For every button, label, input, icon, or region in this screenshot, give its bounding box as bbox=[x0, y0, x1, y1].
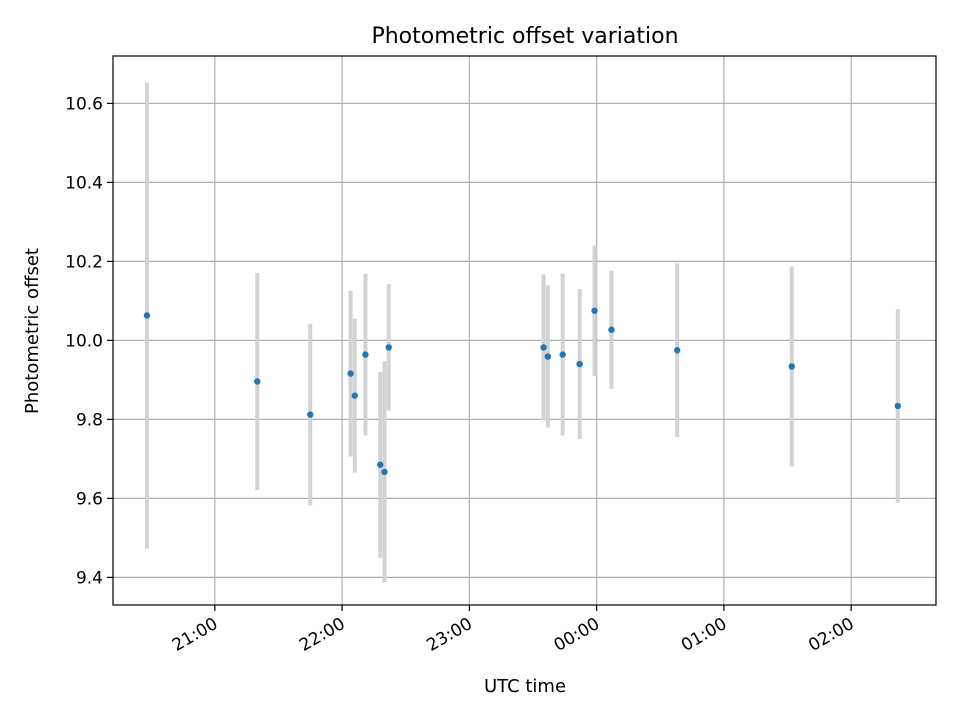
y-tick-label: 10.4 bbox=[65, 173, 103, 193]
data-points bbox=[143, 307, 902, 476]
data-point bbox=[788, 363, 795, 370]
data-point bbox=[347, 370, 354, 377]
data-point bbox=[540, 344, 547, 351]
data-point bbox=[608, 326, 615, 333]
x-tick-label: 02:00 bbox=[805, 614, 857, 656]
y-tick-label: 10.0 bbox=[65, 331, 103, 351]
data-point bbox=[576, 360, 583, 368]
data-point bbox=[894, 402, 902, 410]
plot-background bbox=[113, 56, 936, 605]
data-point bbox=[307, 411, 314, 418]
data-point bbox=[559, 351, 566, 358]
data-point bbox=[351, 392, 359, 399]
chart-title: Photometric offset variation bbox=[371, 24, 678, 49]
data-point bbox=[591, 307, 598, 314]
data-point bbox=[381, 468, 388, 476]
y-tick-label: 9.8 bbox=[76, 410, 103, 430]
x-axis-label: UTC time bbox=[484, 676, 566, 697]
y-tick-label: 10.2 bbox=[65, 252, 103, 272]
y-tick-label: 10.6 bbox=[65, 94, 103, 114]
y-axis: 9.4 9.6 9.8 10.0 10.2 10.4 10.6 bbox=[65, 94, 113, 588]
grid bbox=[113, 56, 936, 605]
y-tick-label: 9.6 bbox=[76, 489, 103, 509]
x-tick-label: 00:00 bbox=[551, 614, 603, 656]
y-tick-label: 9.4 bbox=[76, 568, 103, 588]
y-axis-label: Photometric offset bbox=[22, 248, 43, 414]
data-point bbox=[377, 461, 384, 468]
x-tick-label: 21:00 bbox=[169, 614, 221, 656]
x-axis: 21:00 22:00 23:00 00:00 01:00 02:00 bbox=[169, 605, 858, 656]
x-tick-label: 23:00 bbox=[423, 614, 475, 656]
x-tick-label: 22:00 bbox=[296, 614, 348, 656]
plot-frame bbox=[112, 55, 937, 606]
data-point bbox=[544, 353, 552, 360]
x-tick-label: 01:00 bbox=[678, 614, 730, 656]
data-point bbox=[385, 344, 392, 351]
data-point bbox=[674, 347, 681, 354]
data-point bbox=[143, 312, 151, 319]
data-point bbox=[254, 378, 261, 385]
data-point bbox=[362, 351, 369, 358]
